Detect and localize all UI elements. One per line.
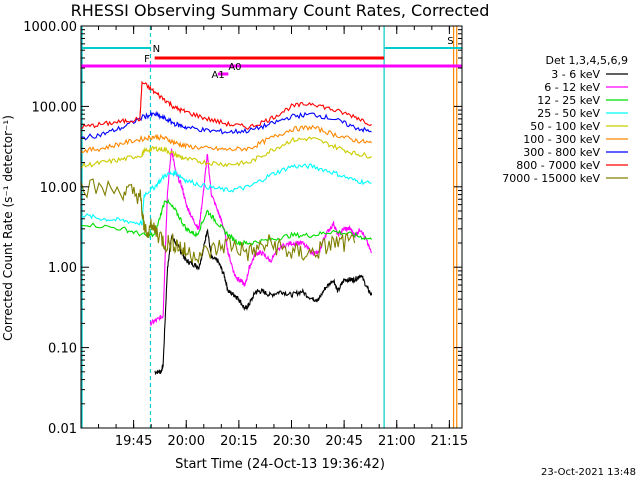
annotation-f: F <box>144 54 150 65</box>
legend-label: 25 - 50 keV <box>537 107 600 120</box>
y-tick-label: 10.00 <box>40 181 77 196</box>
y-tick-label: 0.01 <box>48 422 77 437</box>
series-line-5 <box>81 124 372 154</box>
x-tick-label: 20:15 <box>220 434 257 449</box>
y-tick-label: 0.10 <box>48 342 77 357</box>
y-axis-label: Corrected Count Rate (s⁻¹ detector⁻¹) <box>1 115 15 341</box>
timestamp: 23-Oct-2021 13:48 <box>541 467 636 478</box>
series-line-8 <box>81 178 356 265</box>
legend-label: 800 - 7000 keV <box>516 159 600 172</box>
annotation-s: S <box>447 36 453 47</box>
x-tick-label: 21:15 <box>431 434 468 449</box>
legend-title: Det 1,3,4,5,6,9 <box>545 54 628 67</box>
y-tick-label: 1000.00 <box>23 20 77 35</box>
annotation-a1: A1 <box>212 70 225 81</box>
series-line-4 <box>81 136 372 169</box>
series-line-2 <box>81 198 372 247</box>
legend-label: 6 - 12 keV <box>544 81 600 94</box>
x-tick-label: 20:00 <box>168 434 205 449</box>
chart-title: RHESSI Observing Summary Count Rates, Co… <box>71 1 490 20</box>
series-line-3 <box>81 163 372 226</box>
legend-label: 3 - 6 keV <box>551 68 600 81</box>
x-axis-label: Start Time (24-Oct-13 19:36:42) <box>175 457 385 472</box>
y-tick-label: 100.00 <box>32 100 78 115</box>
legend-label: 50 - 100 keV <box>530 120 600 133</box>
y-tick-label: 1.00 <box>48 261 77 276</box>
x-tick-label: 21:00 <box>378 434 415 449</box>
legend-label: 12 - 25 keV <box>537 94 600 107</box>
plot-frame <box>80 25 463 429</box>
x-tick-label: 19:45 <box>115 434 152 449</box>
annotation-n: N <box>153 44 160 55</box>
legend-label: 100 - 300 keV <box>523 133 600 146</box>
series-line-6 <box>81 110 372 141</box>
series-line-7 <box>81 80 372 130</box>
x-tick-label: 20:45 <box>325 434 362 449</box>
legend-label: 7000 - 15000 keV <box>502 172 600 185</box>
legend-label: 300 - 800 keV <box>523 146 600 159</box>
annotation-a0: A0 <box>228 62 241 73</box>
axes: 1000.00 100.00 10.00 1.00 0.10 0.01 19:45 20:00… <box>23 20 468 449</box>
x-tick-label: 20:30 <box>273 434 310 449</box>
